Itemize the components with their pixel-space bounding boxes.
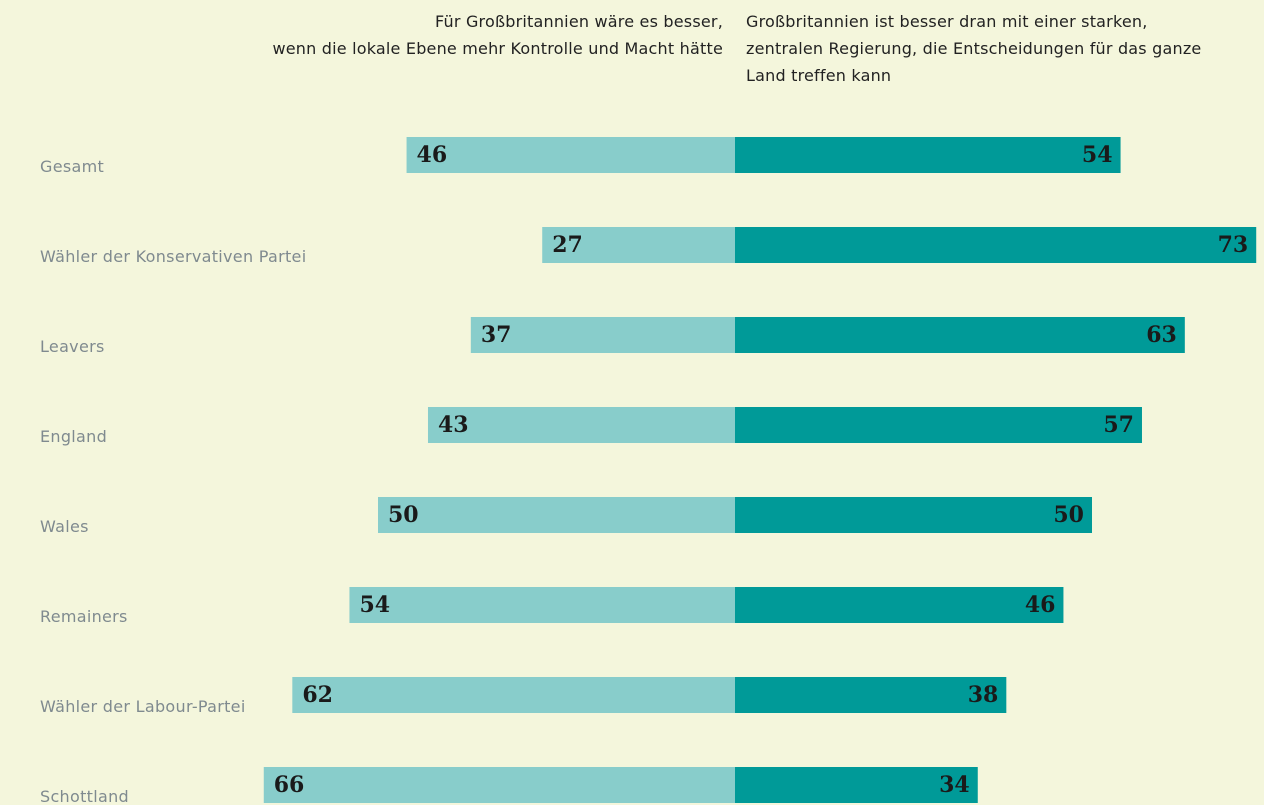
value-label: 54 <box>359 592 390 618</box>
bar-left <box>470 317 735 353</box>
bar-left <box>378 497 735 533</box>
bar-right <box>735 137 1121 173</box>
value-label: 46 <box>1025 592 1056 618</box>
category-label: Remainers <box>40 607 128 626</box>
category-label: Gesamt <box>40 157 104 176</box>
right-header: Großbritannien ist besser dran mit einer… <box>746 12 1202 85</box>
value-label: 73 <box>1218 232 1249 258</box>
bar-left <box>406 137 735 173</box>
bar-right <box>735 587 1064 623</box>
category-label: Wales <box>40 517 89 536</box>
bar-left <box>263 767 735 803</box>
value-label: 66 <box>274 772 305 798</box>
bar-right <box>735 767 978 803</box>
value-label: 37 <box>481 322 512 348</box>
value-label: 54 <box>1082 142 1113 168</box>
bar-left <box>349 587 735 623</box>
value-label: 38 <box>968 682 999 708</box>
category-label: Wähler der Konservativen Partei <box>40 247 306 266</box>
value-label: 34 <box>939 772 970 798</box>
value-label: 62 <box>302 682 333 708</box>
value-label: 43 <box>438 412 469 438</box>
bar-right <box>735 227 1257 263</box>
category-label: England <box>40 427 107 446</box>
bar-left <box>427 407 735 443</box>
category-label: Schottland <box>40 787 129 805</box>
bar-left <box>292 677 735 713</box>
bar-right <box>735 407 1142 443</box>
value-label: 46 <box>417 142 448 168</box>
bar-right <box>735 677 1007 713</box>
value-label: 50 <box>1053 502 1084 528</box>
category-label: Leavers <box>40 337 105 356</box>
value-label: 27 <box>552 232 583 258</box>
value-label: 63 <box>1146 322 1177 348</box>
category-label: Wähler der Labour-Partei <box>40 697 246 716</box>
bar-right <box>735 497 1092 533</box>
bar-right <box>735 317 1185 353</box>
value-label: 57 <box>1103 412 1134 438</box>
bar-left <box>542 227 735 263</box>
left-header: Für Großbritannien wäre es besser, wenn … <box>272 12 723 58</box>
value-label: 50 <box>388 502 419 528</box>
